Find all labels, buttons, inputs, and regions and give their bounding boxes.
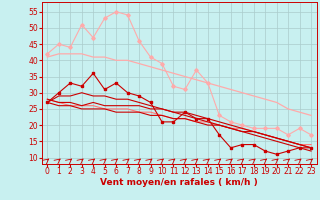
X-axis label: Vent moyen/en rafales ( km/h ): Vent moyen/en rafales ( km/h ): [100, 178, 258, 187]
